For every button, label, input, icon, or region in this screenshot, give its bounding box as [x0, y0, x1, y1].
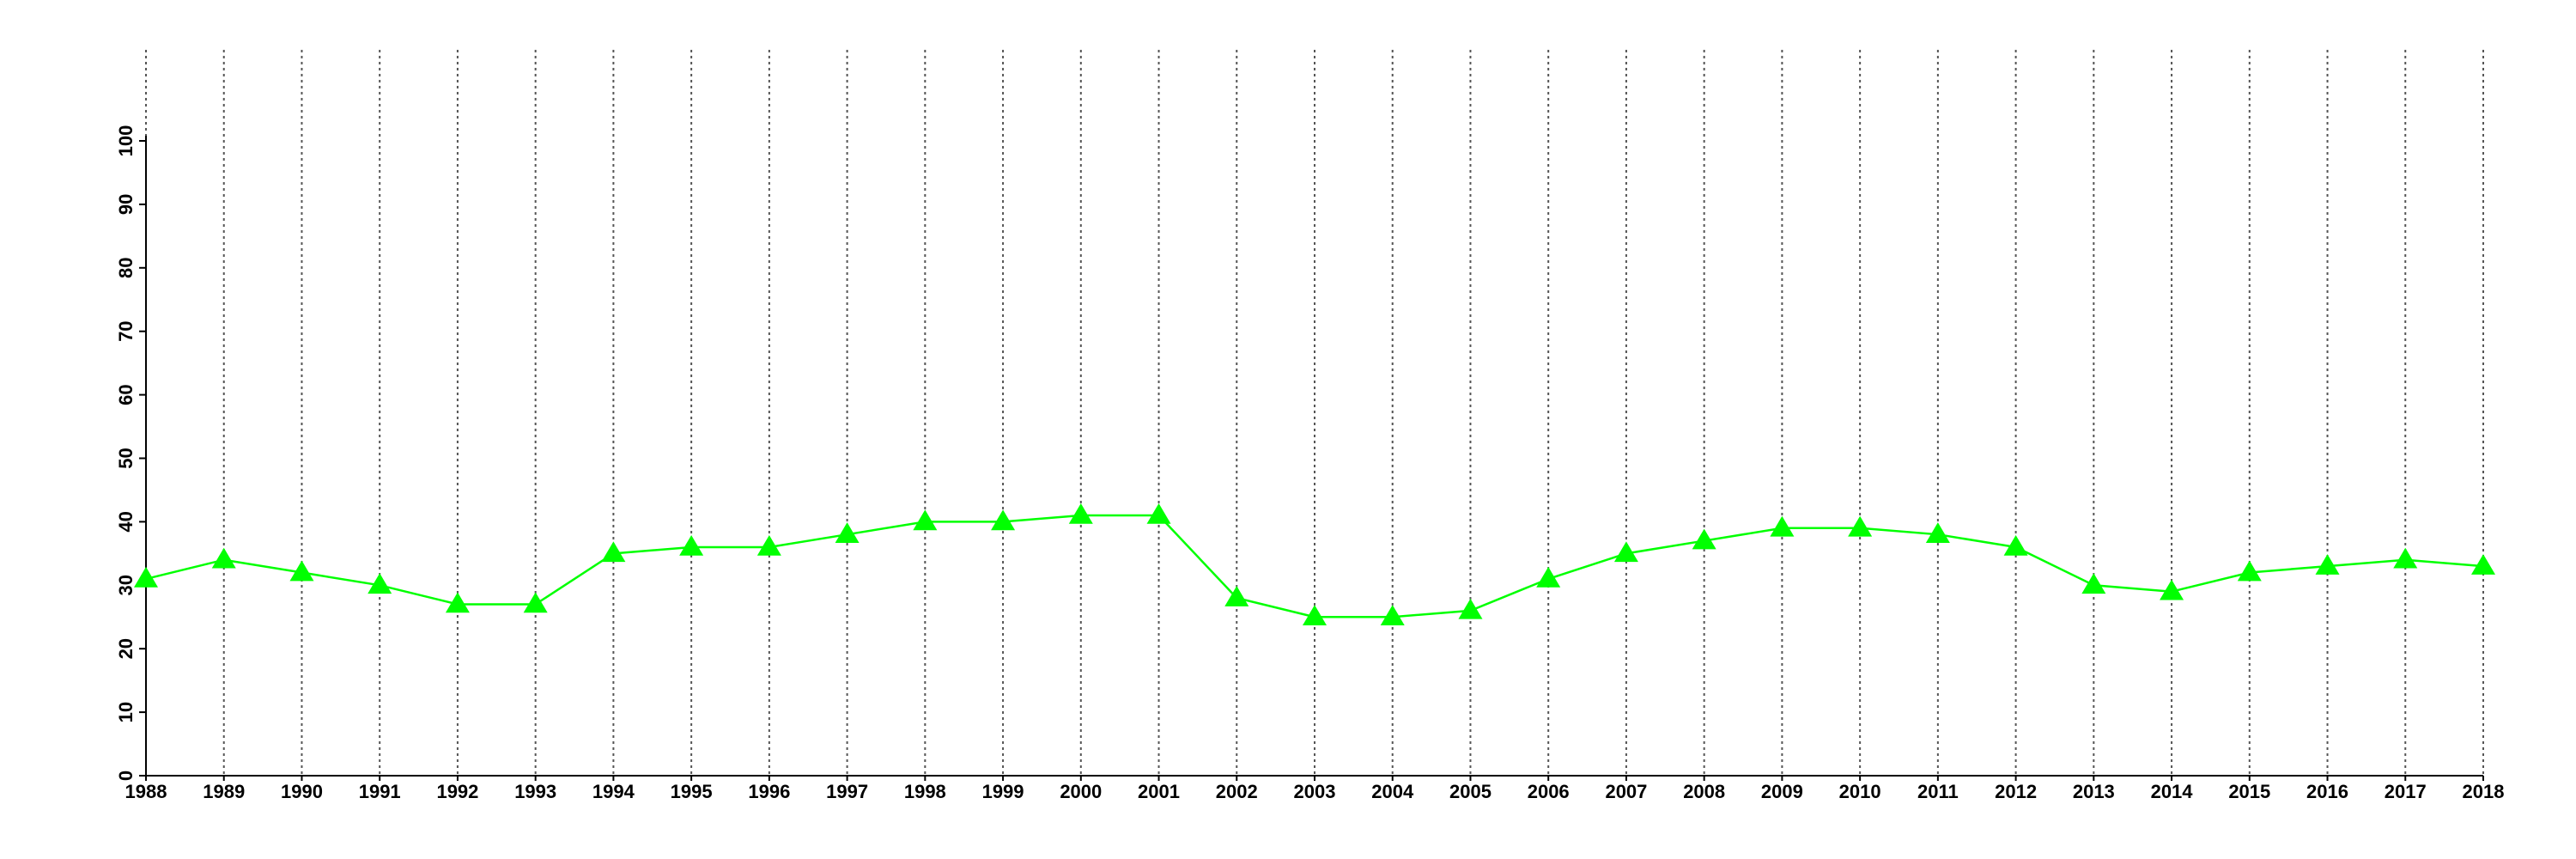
y-tick-label: 50 [115, 448, 137, 468]
x-tick-label: 2015 [2228, 781, 2270, 802]
x-tick-label: 1998 [904, 781, 946, 802]
y-tick-label: 40 [115, 511, 137, 532]
marker [2393, 547, 2418, 569]
marker [2081, 573, 2106, 594]
marker [913, 509, 938, 531]
marker [289, 560, 314, 582]
marker [1068, 503, 1093, 524]
y-tick-label: 70 [115, 320, 137, 341]
x-tick-label: 2012 [1995, 781, 2037, 802]
x-tick-label: 2009 [1761, 781, 1803, 802]
x-tick-label: 1994 [592, 781, 635, 802]
marker [1146, 503, 1171, 524]
marker [835, 522, 860, 543]
marker [134, 566, 158, 588]
marker [1613, 541, 1638, 563]
marker [756, 534, 781, 556]
x-tick-label: 2003 [1294, 781, 1336, 802]
marker [1536, 566, 1561, 588]
x-tick-label: 1999 [982, 781, 1024, 802]
x-tick-label: 1992 [436, 781, 478, 802]
x-tick-label: 2013 [2073, 781, 2115, 802]
y-tick-label: 20 [115, 638, 137, 659]
x-tick-label: 1990 [281, 781, 323, 802]
x-tick-label: 2006 [1528, 781, 1570, 802]
marker [211, 547, 236, 569]
x-tick-label: 2018 [2463, 781, 2505, 802]
x-tick-label: 2001 [1138, 781, 1180, 802]
marker [1925, 522, 1950, 543]
x-tick-label: 2010 [1839, 781, 1881, 802]
x-tick-label: 1995 [671, 781, 713, 802]
x-tick-label: 2005 [1449, 781, 1492, 802]
y-tick-label: 60 [115, 384, 137, 405]
y-tick-label: 10 [115, 702, 137, 722]
x-tick-label: 2016 [2306, 781, 2348, 802]
x-tick-label: 2014 [2151, 781, 2194, 802]
y-tick-label: 80 [115, 258, 137, 278]
x-tick-label: 2008 [1683, 781, 1725, 802]
x-tick-label: 2004 [1371, 781, 1414, 802]
y-tick-label: 30 [115, 575, 137, 595]
marker [2003, 534, 2028, 556]
marker [1770, 515, 1795, 537]
y-tick-label: 100 [115, 125, 137, 157]
marker [2471, 554, 2495, 575]
x-tick-label: 2000 [1060, 781, 1102, 802]
x-tick-label: 2002 [1216, 781, 1258, 802]
marker [1848, 515, 1873, 537]
y-tick-label: 90 [115, 194, 137, 215]
marker [445, 592, 470, 613]
marker [2160, 579, 2184, 600]
marker [1224, 586, 1249, 606]
marker [679, 534, 704, 556]
marker [523, 592, 548, 613]
x-tick-label: 2017 [2385, 781, 2427, 802]
x-tick-label: 1996 [748, 781, 790, 802]
series-line [145, 514, 2484, 618]
marker [1692, 528, 1716, 550]
marker [1303, 605, 1327, 626]
marker [991, 509, 1016, 531]
x-tick-label: 2011 [1917, 781, 1959, 802]
marker [1458, 598, 1483, 619]
marker [2315, 554, 2340, 575]
marker [2237, 560, 2262, 582]
x-tick-label: 1997 [826, 781, 868, 802]
x-tick-label: 1991 [359, 781, 401, 802]
x-tick-label: 2007 [1605, 781, 1647, 802]
x-tick-label: 1989 [203, 781, 245, 802]
y-tick-label: 0 [115, 771, 137, 781]
marker [368, 573, 392, 594]
marker [1380, 605, 1405, 626]
x-tick-label: 1988 [125, 781, 167, 802]
marker [601, 541, 626, 563]
x-tick-label: 1993 [514, 781, 556, 802]
